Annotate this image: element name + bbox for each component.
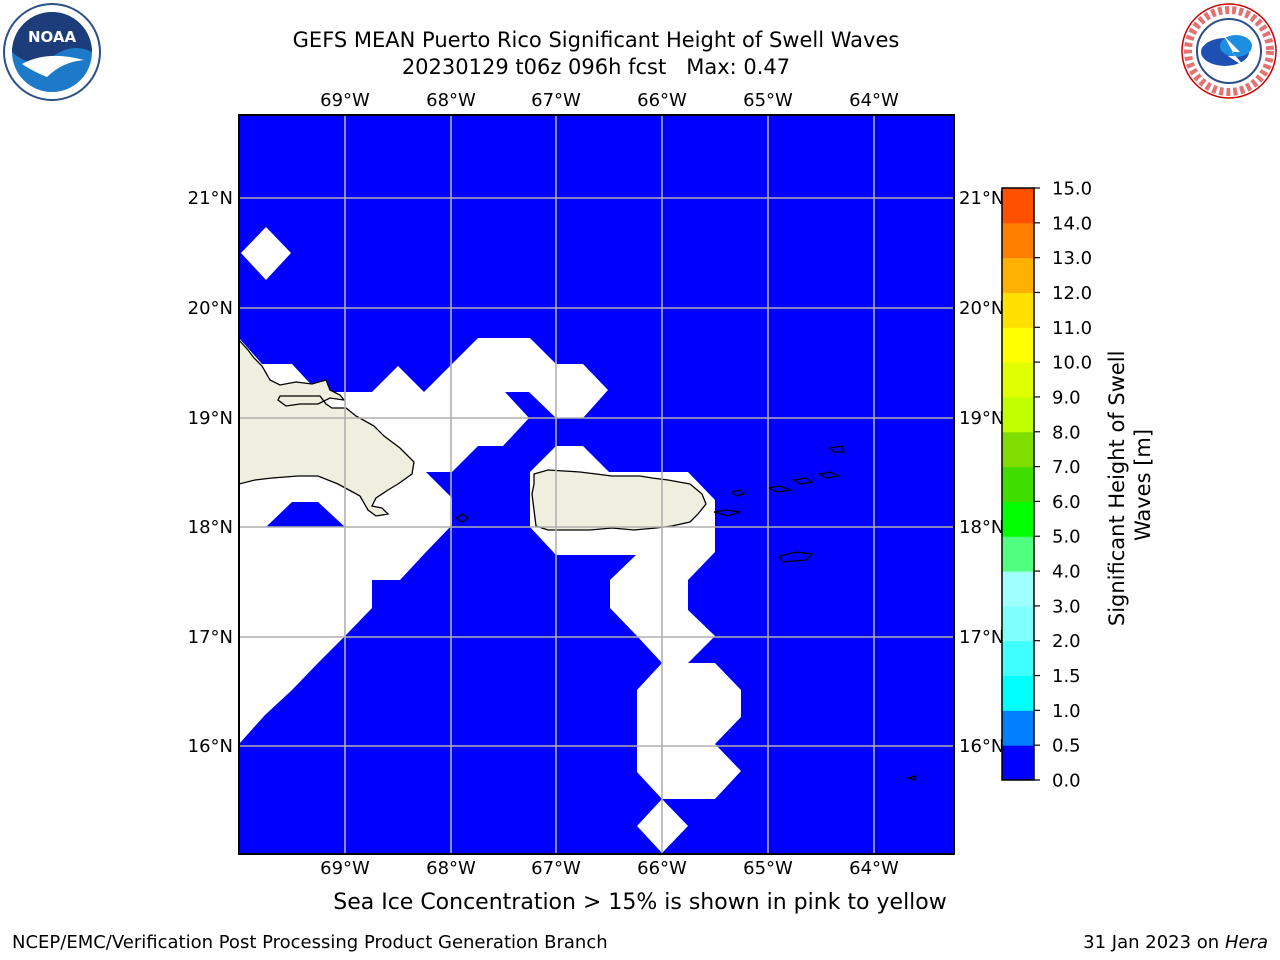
lat-label-left: 17°N	[188, 627, 233, 648]
colorbar-tick-label: 2.0	[1052, 631, 1081, 652]
colorbar-segment	[1002, 431, 1034, 468]
lat-label-right: 16°N	[959, 736, 1004, 757]
colorbar-segment	[1002, 292, 1034, 328]
colorbar-tick-label: 11.0	[1052, 318, 1092, 339]
colorbar-tick-label: 12.0	[1052, 283, 1092, 304]
lon-label-top: 65°W	[743, 90, 793, 111]
colorbar-segment	[1002, 571, 1034, 607]
island-south	[905, 775, 918, 781]
colorbar-segment	[1002, 327, 1034, 363]
colorbar-segment	[1002, 501, 1034, 537]
lat-label-left: 20°N	[188, 298, 233, 319]
lon-label-top: 66°W	[637, 90, 687, 111]
lon-label-bottom: 69°W	[320, 858, 370, 879]
lat-label-left: 21°N	[188, 188, 233, 209]
footer-date: 31 Jan 2023 on Hera	[1083, 932, 1268, 953]
water-gap-hispaniola	[266, 502, 345, 527]
island-culebra	[730, 489, 746, 497]
island-st-croix	[779, 551, 814, 563]
island-tortola	[818, 471, 840, 479]
colorbar-ticks: 15.0 14.0 13.0 12.0 11.0 10.0 9.0 8.0 7.0 6.0 5.0 4…	[1034, 179, 1092, 792]
colorbar-label-line1: Significant Height of Swell	[1105, 351, 1129, 627]
colorbar-tick-label: 5.0	[1052, 527, 1081, 548]
map-frame	[238, 114, 955, 855]
island-st-john	[792, 477, 814, 485]
lat-label-right: 20°N	[959, 298, 1004, 319]
lon-label-bottom: 65°W	[743, 858, 793, 879]
colorbar-segments	[1002, 188, 1034, 781]
island-st-thomas	[765, 485, 793, 493]
title-line-1: GEFS MEAN Puerto Rico Significant Height…	[292, 28, 900, 52]
colorbar-frame	[1001, 187, 1035, 781]
colorbar-segment	[1002, 675, 1034, 711]
small-islands	[454, 445, 918, 781]
colorbar: 15.0 14.0 13.0 12.0 11.0 10.0 9.0 8.0 7.0 6.0 5.0 4…	[1001, 179, 1155, 792]
chart-title: GEFS MEAN Puerto Rico Significant Height…	[0, 27, 1192, 81]
lon-label-bottom: 68°W	[426, 858, 476, 879]
map-panel	[239, 115, 954, 854]
colorbar-segment	[1002, 745, 1034, 781]
colorbar-tick-label: 8.0	[1052, 422, 1081, 443]
island-vieques	[713, 509, 741, 517]
lon-label-top: 67°W	[531, 90, 581, 111]
title-line-2: 20230129 t06z 096h fcst Max: 0.47	[401, 55, 791, 79]
colorbar-segment	[1002, 605, 1034, 642]
footer-organization: NCEP/EMC/Verification Post Processing Pr…	[12, 932, 608, 953]
colorbar-tick-label: 0.5	[1052, 736, 1081, 757]
lon-label-bottom: 64°W	[849, 858, 899, 879]
colorbar-tick-label: 3.0	[1052, 596, 1081, 617]
lon-label-top: 64°W	[849, 90, 899, 111]
noaa-logo: NOAA	[2, 2, 102, 102]
lat-label-left: 19°N	[188, 408, 233, 429]
colorbar-segment	[1002, 188, 1034, 224]
colorbar-tick-label: 4.0	[1052, 562, 1081, 583]
lon-label-top: 69°W	[320, 90, 370, 111]
island-mona	[454, 513, 470, 523]
colorbar-label-line2: Waves [m]	[1131, 429, 1155, 541]
colorbar-segment	[1002, 710, 1034, 746]
colorbar-segment	[1002, 536, 1034, 572]
colorbar-label: Significant Height of Swell Waves [m]	[1105, 344, 1155, 626]
colorbar-tick-label: 9.0	[1052, 387, 1081, 408]
colorbar-segment	[1002, 466, 1034, 502]
colorbar-segment	[1002, 222, 1034, 259]
nws-logo	[1180, 2, 1278, 100]
lon-label-bottom: 67°W	[531, 858, 581, 879]
lat-label-right: 19°N	[959, 408, 1004, 429]
lat-label-right: 21°N	[959, 188, 1004, 209]
colorbar-segment	[1002, 396, 1034, 433]
lat-label-right: 18°N	[959, 517, 1004, 538]
lat-label-left: 18°N	[188, 517, 233, 538]
lat-label-left: 16°N	[188, 736, 233, 757]
lat-label-right: 17°N	[959, 627, 1004, 648]
nodata-patch-north	[241, 227, 291, 280]
colorbar-tick-label: 1.0	[1052, 701, 1081, 722]
colorbar-tick-label: 7.0	[1052, 457, 1081, 478]
sea-ice-caption: Sea Ice Concentration > 15% is shown in …	[333, 890, 947, 915]
colorbar-tick-label: 6.0	[1052, 492, 1081, 513]
colorbar-tick-label: 15.0	[1052, 179, 1092, 200]
colorbar-segment	[1002, 640, 1034, 677]
footer-machine: Hera	[1224, 932, 1268, 953]
island-anegada	[828, 445, 845, 453]
colorbar-segment	[1002, 362, 1034, 398]
graticule	[239, 115, 954, 854]
colorbar-tick-label: 10.0	[1052, 353, 1092, 374]
footer-date-text: 31 Jan 2023 on	[1083, 932, 1225, 953]
nodata-puerto-rico	[530, 446, 741, 799]
colorbar-tick-label: 13.0	[1052, 248, 1092, 269]
hispaniola-land	[239, 339, 415, 517]
lon-label-top: 68°W	[426, 90, 476, 111]
colorbar-segment	[1002, 257, 1034, 293]
noaa-logo-text: NOAA	[28, 28, 77, 46]
lon-label-bottom: 66°W	[637, 858, 687, 879]
colorbar-tick-label: 1.5	[1052, 666, 1081, 687]
colorbar-tick-label: 0.0	[1052, 771, 1081, 792]
colorbar-tick-label: 14.0	[1052, 213, 1092, 234]
